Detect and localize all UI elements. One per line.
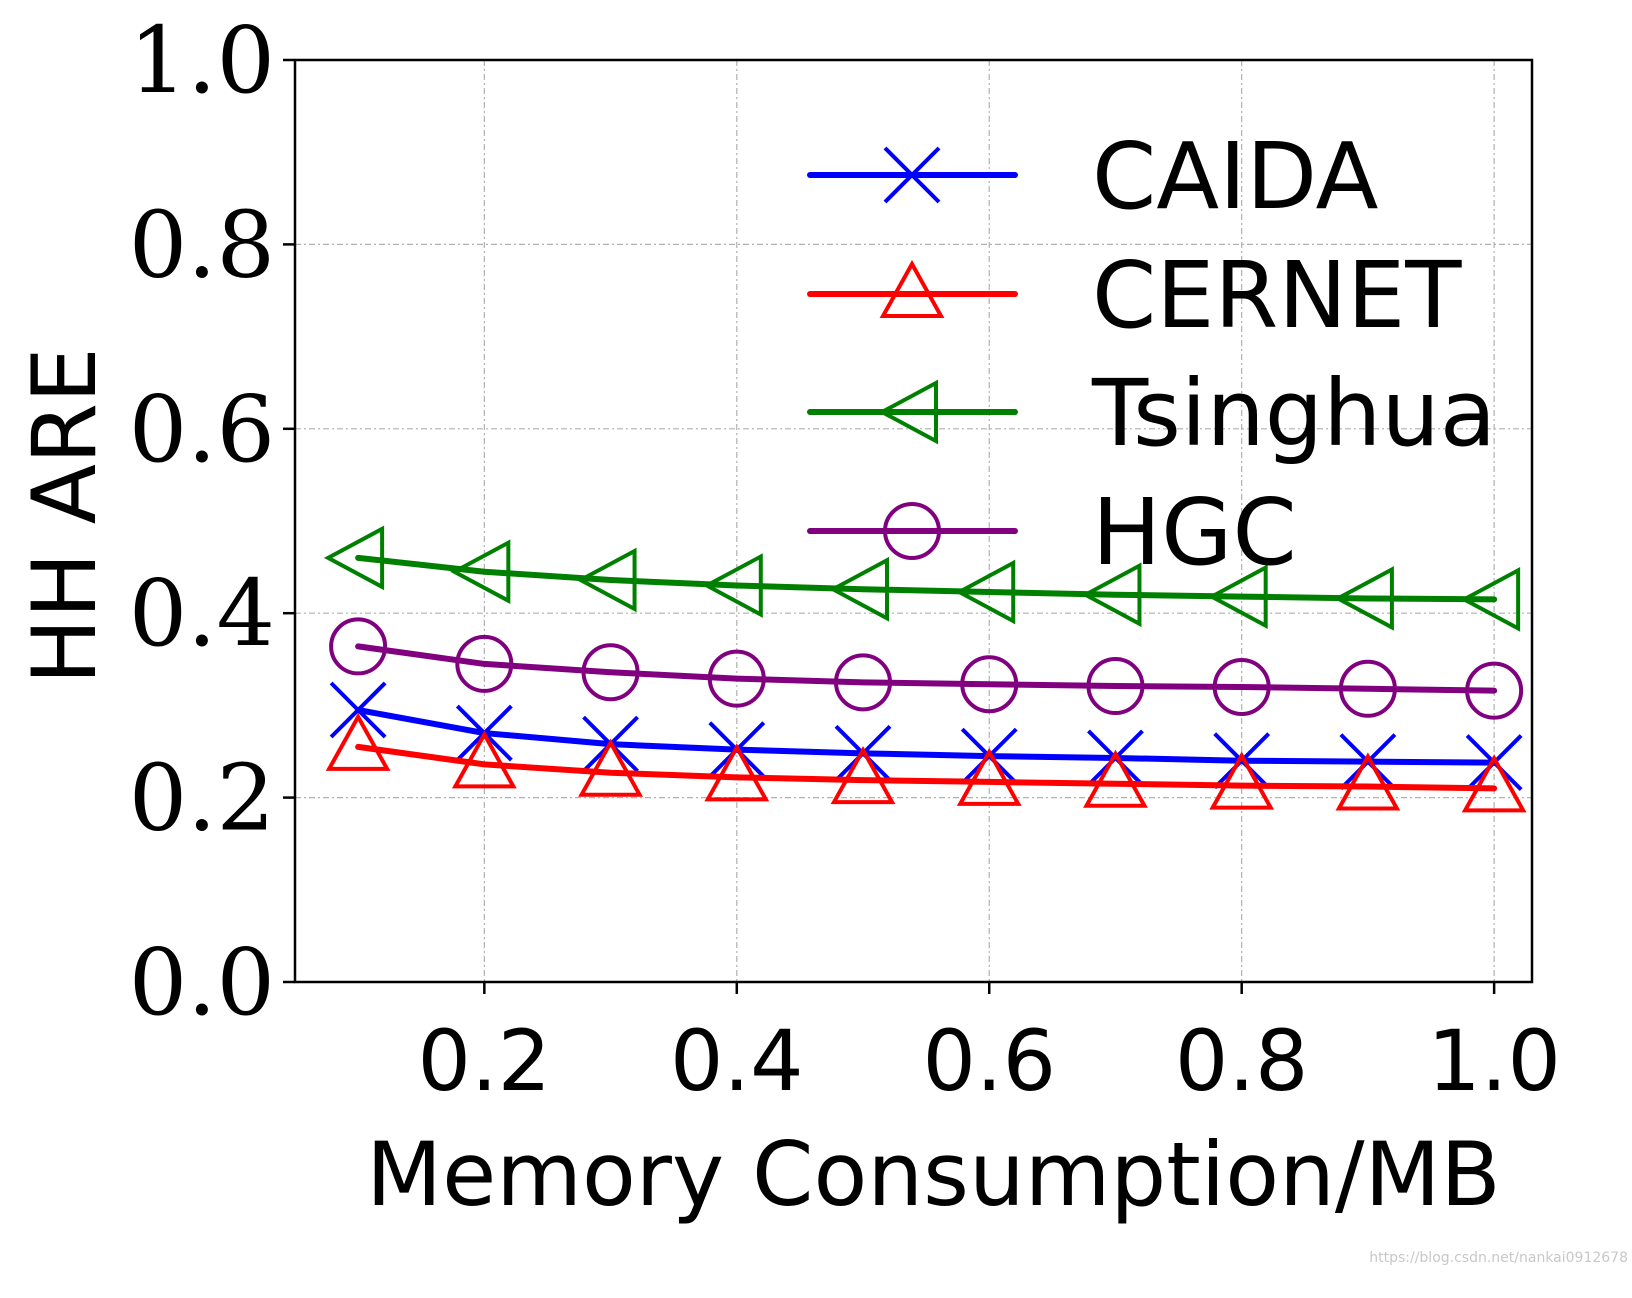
data-point-hgc (1086, 657, 1145, 716)
watermark: https://blog.csdn.net/nankai0912678 (1369, 1250, 1628, 1266)
y-tick-label: 0.6 (129, 376, 275, 483)
marker-stroke (1465, 734, 1523, 791)
data-point-tsinghua (1333, 566, 1394, 631)
legend-label-caida: CAIDA (1092, 123, 1379, 230)
data-point-cernet (956, 747, 1022, 806)
data-point-caida (1213, 732, 1271, 790)
data-point-tsinghua (450, 539, 511, 605)
x-tick-label: 0.8 (1175, 1012, 1309, 1110)
data-point-hgc (455, 634, 514, 693)
data-point-cernet (704, 743, 770, 802)
y-tick-label: 0.2 (129, 745, 275, 852)
x-tick-label: 1.0 (1427, 1012, 1561, 1110)
data-point-cernet (1335, 752, 1401, 811)
data-point-caida (1087, 729, 1144, 787)
ticks: 0.0 0.2 0.4 0.6 0.8 1.0 0.2 0.4 0.6 0.8 1.0 (129, 7, 1561, 1110)
legend-label-cernet: CERNET (1092, 242, 1462, 349)
data-point-hgc (1338, 659, 1397, 718)
marker-stroke (1339, 733, 1397, 791)
data-point-hgc (329, 617, 388, 676)
marker-stroke (960, 727, 1018, 785)
x-tick-label: 0.2 (418, 1012, 552, 1110)
legend-label-tsinghua: Tsinghua (1091, 360, 1496, 467)
series-line-hgc (355, 643, 1498, 694)
plot-frame (293, 58, 1534, 984)
data-point-caida (960, 727, 1018, 785)
x-tick-label: 0.4 (670, 1012, 804, 1110)
data-point-hgc (581, 643, 640, 702)
y-tick-label: 0.8 (129, 191, 275, 298)
legend: CAIDA CERNET Tsinghua HGC (807, 123, 1496, 586)
legend-label-hgc: HGC (1092, 479, 1297, 586)
legend-item-cernet: CERNET (807, 242, 1462, 349)
data-point-hgc (1465, 661, 1524, 720)
data-point-tsinghua (828, 556, 890, 622)
y-tick-label: 0.4 (129, 560, 275, 667)
y-tick-label: 0.0 (129, 929, 275, 1036)
data-point-caida (329, 681, 387, 739)
data-point-tsinghua (1081, 562, 1142, 628)
data-point-caida (1339, 733, 1397, 791)
x-axis-label: Memory Consumption/MB (366, 1123, 1501, 1226)
marker-stroke (883, 146, 941, 204)
data-point-cernet (1461, 754, 1527, 813)
data-point-hgc (834, 653, 893, 712)
data-point-cernet (451, 730, 517, 789)
legend-item-caida: CAIDA (807, 123, 1379, 230)
series-line-cernet (355, 743, 1498, 792)
x-tick-label: 0.6 (922, 1012, 1056, 1110)
data-point-hgc (960, 655, 1019, 714)
legend-item-tsinghua: Tsinghua (807, 360, 1496, 467)
marker-stroke (1087, 729, 1144, 787)
data-point-cernet (578, 738, 643, 797)
data-point-tsinghua (1459, 567, 1521, 632)
data-point-cernet (830, 745, 896, 805)
y-tick-label: 1.0 (129, 7, 275, 114)
data-point-tsinghua (955, 559, 1016, 625)
data-point-caida (1465, 734, 1523, 791)
series-layer (323, 525, 1527, 813)
series-hgc (329, 617, 1524, 720)
legend-item-hgc: HGC (807, 479, 1297, 586)
series-tsinghua (323, 525, 1521, 632)
legend-marker-caida (883, 146, 941, 204)
data-point-cernet (325, 712, 391, 771)
data-point-cernet (1083, 749, 1148, 808)
data-point-tsinghua (702, 553, 763, 618)
legend-marker-hgc (883, 502, 941, 560)
data-point-tsinghua (1207, 564, 1268, 629)
series-line-caida (355, 707, 1498, 766)
legend-marker-cernet (879, 259, 945, 318)
data-point-tsinghua (323, 525, 385, 591)
marker-stroke (1213, 732, 1271, 790)
data-point-hgc (707, 649, 766, 708)
data-point-tsinghua (576, 547, 637, 613)
y-axis-label: HH ARE (13, 347, 116, 684)
data-point-hgc (1212, 657, 1271, 716)
series-line-tsinghua (355, 554, 1498, 603)
legend-marker-tsinghua (877, 379, 938, 445)
marker-stroke (329, 681, 387, 739)
series-cernet (325, 712, 1527, 813)
data-point-cernet (1209, 751, 1275, 810)
